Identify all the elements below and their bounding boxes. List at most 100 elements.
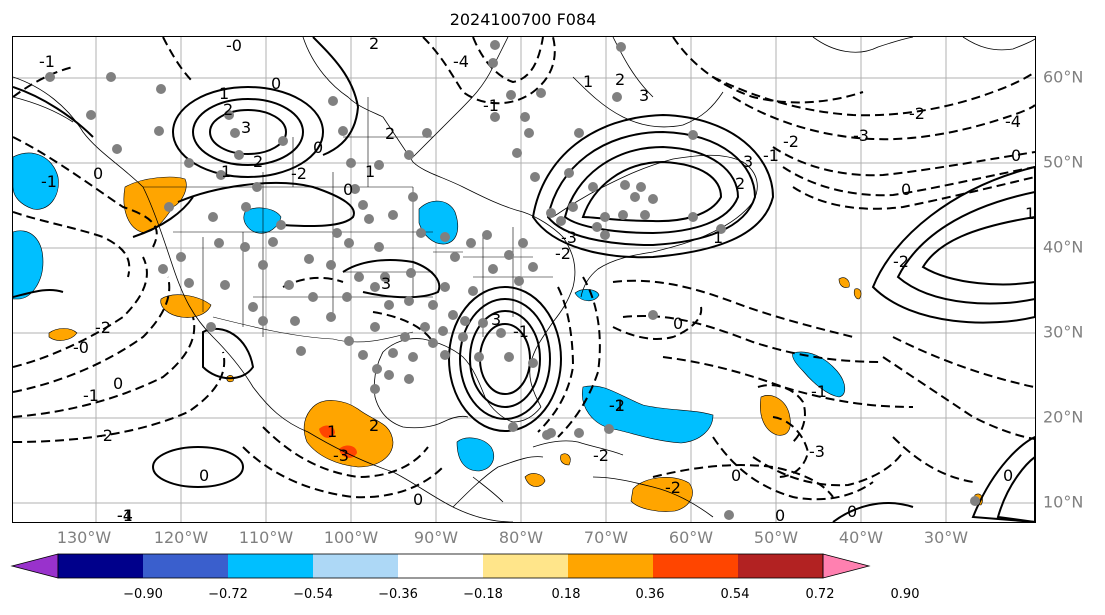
- fill-blue-rockies: [243, 207, 282, 234]
- contour-label: 2: [369, 416, 379, 435]
- colorbar-tick-label: 0.36: [635, 587, 665, 602]
- lon-label: 40°W: [838, 528, 884, 547]
- contour-label: -1: [483, 96, 499, 115]
- fill-orange-pacific-small: [48, 328, 78, 341]
- contour-label: 3: [491, 310, 501, 329]
- contour-label: -0: [73, 338, 89, 357]
- colorbar-tick-label: −0.72: [208, 587, 248, 602]
- contour-label: -1: [41, 172, 57, 191]
- contour-label: -1: [763, 146, 779, 165]
- lat-label: 40°N: [1043, 237, 1084, 257]
- contour-label: 2: [223, 100, 233, 119]
- colorbar-outline: [57, 553, 824, 579]
- fill-blue-central-america: [456, 437, 494, 472]
- contour-label: -0: [226, 37, 242, 55]
- colorbar-tick-label: −0.54: [293, 587, 333, 602]
- lon-label: 30°W: [923, 528, 969, 547]
- contour-label: 0: [113, 374, 123, 393]
- contour-label: 0: [1003, 466, 1013, 485]
- lon-label: 90°W: [413, 528, 459, 547]
- fill-blue-bermuda: [574, 289, 600, 302]
- fill-orange-e-atlantic-b: [853, 288, 862, 300]
- colorbar-extend-low: [10, 553, 59, 579]
- contour-label: -1: [513, 322, 529, 341]
- colorbar-tick-label: −0.18: [463, 587, 503, 602]
- contour-label: 2: [735, 174, 745, 193]
- contour-label: 3: [241, 118, 251, 137]
- colorbar-segment: [483, 554, 568, 578]
- map-canvas: -0 2 -1 0 1 2 3 2 1 0 -1 -2 0 1 2 3 -1 -…: [13, 37, 1035, 522]
- lat-label: 60°N: [1043, 67, 1084, 87]
- contour-label: -3: [853, 126, 869, 145]
- lon-label: 110°W: [238, 528, 294, 547]
- colorbar: [10, 553, 871, 579]
- fill-blue-pacific-nw: [13, 152, 59, 210]
- contour-label: 3: [639, 86, 649, 105]
- fill-blue-atlantic-band: [582, 385, 714, 444]
- fill-orange-nw-us: [123, 176, 187, 233]
- contour-label: -1: [609, 396, 625, 415]
- colorbar-tick-label: 0.72: [805, 587, 835, 602]
- colorbar-segment: [568, 554, 653, 578]
- contour-label: 0: [847, 502, 857, 521]
- graticule: [13, 37, 1035, 522]
- map-plot-area: -0 2 -1 0 1 2 3 2 1 0 -1 -2 0 1 2 3 -1 -…: [12, 36, 1036, 523]
- lon-label: 100°W: [323, 528, 379, 547]
- lat-label: 10°N: [1043, 492, 1084, 512]
- fill-orange-small-caribbean: [560, 453, 571, 466]
- contour-label: 0: [271, 74, 281, 93]
- colorbar-segment: [228, 554, 313, 578]
- colorbar-segment: [738, 554, 823, 578]
- contour-label: 1: [365, 162, 375, 181]
- station-markers: [45, 40, 980, 520]
- contour-label: 2: [385, 124, 395, 143]
- lat-label: 50°N: [1043, 152, 1084, 172]
- colorbar-tick-label: −0.36: [378, 587, 418, 602]
- contour-label: 0: [413, 490, 423, 509]
- colorbar-tick-label: −0.90: [123, 587, 163, 602]
- contour-label: -1: [811, 382, 827, 401]
- contour-label: -2: [665, 478, 681, 497]
- contour-label: 1: [713, 228, 723, 247]
- fill-orange-e-atlantic: [838, 277, 850, 288]
- colorbar-segment: [313, 554, 398, 578]
- contour-label: -2: [555, 244, 571, 263]
- contour-label: 1: [221, 162, 231, 181]
- fill-orange-venezuela: [630, 477, 693, 512]
- contour-label: -3: [809, 442, 825, 461]
- colorbar-segment: [58, 554, 143, 578]
- contour-label: 0: [731, 466, 741, 485]
- contour-label: -4: [117, 506, 133, 522]
- colorbar-tick-label: 0.54: [720, 587, 750, 602]
- contour-label: 1: [327, 422, 337, 441]
- contour-label: 3: [381, 274, 391, 293]
- colorbar-segment: [398, 554, 483, 578]
- lon-label: 70°W: [583, 528, 629, 547]
- contour-label: 0: [343, 180, 353, 199]
- fill-orange-atlantic: [760, 395, 791, 436]
- contour-label: -2: [291, 164, 307, 183]
- contour-label: 3: [743, 152, 753, 171]
- map-title: 2024100700 F084: [449, 10, 597, 29]
- contour-label: 0: [1011, 146, 1021, 165]
- colorbar-tick-label: 0.18: [551, 587, 581, 602]
- contour-label: -2: [893, 252, 909, 271]
- lat-label: 30°N: [1043, 322, 1084, 342]
- contour-label: 0: [199, 466, 209, 485]
- lon-label: 130°W: [56, 528, 112, 547]
- lon-label: 80°W: [498, 528, 544, 547]
- lon-label: 50°W: [753, 528, 799, 547]
- contour-label: -2: [783, 132, 799, 151]
- fill-red-mexico-b: [339, 445, 357, 458]
- contour-label: 1: [219, 84, 229, 103]
- contour-label: 2: [253, 152, 263, 171]
- lon-label: 120°W: [153, 528, 209, 547]
- lon-label: 60°W: [668, 528, 714, 547]
- contour-label: -2: [593, 446, 609, 465]
- contour-label: -4: [1005, 112, 1021, 131]
- coastlines: [13, 37, 1035, 522]
- contour-label: 1: [1025, 204, 1035, 223]
- contour-label: -2: [909, 104, 925, 123]
- contour-label: -1: [83, 386, 99, 405]
- contour-label: -2: [609, 396, 625, 415]
